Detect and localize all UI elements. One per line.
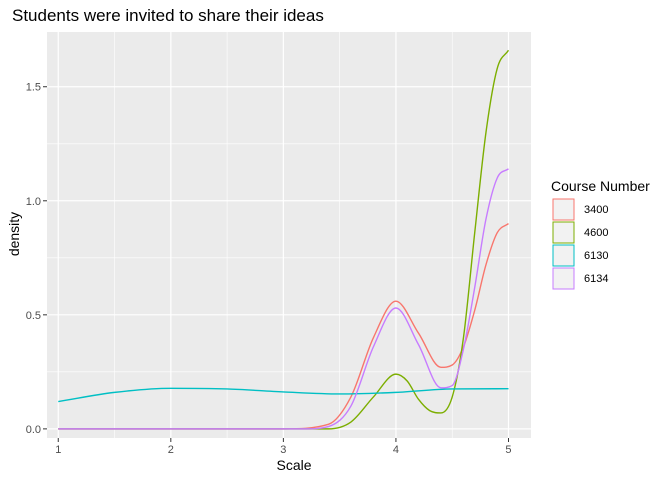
legend-label-4600: 4600 bbox=[584, 227, 608, 239]
legend-key-4600 bbox=[552, 221, 575, 244]
x-tick-label: 3 bbox=[280, 444, 286, 456]
legend-label-6134: 6134 bbox=[584, 273, 608, 285]
series-line-6130 bbox=[58, 387, 509, 403]
series-line-4600 bbox=[58, 49, 510, 430]
legend-key-6134 bbox=[552, 267, 575, 290]
series-line-6134 bbox=[58, 168, 509, 430]
legend-label-6130: 6130 bbox=[584, 250, 608, 262]
x-axis-title: Scale bbox=[276, 457, 311, 473]
x-tick-label: 4 bbox=[393, 444, 399, 456]
legend-key-6130 bbox=[552, 244, 575, 267]
y-tick-label: 0.5 bbox=[26, 310, 41, 322]
legend: Course Number 3400 4600 6130 6134 bbox=[551, 178, 650, 290]
y-tick-label: 0.0 bbox=[26, 424, 41, 436]
y-axis-title: density bbox=[6, 212, 22, 256]
x-tick-label: 2 bbox=[168, 444, 174, 456]
panel-background bbox=[47, 32, 531, 438]
y-tick-label: 1.5 bbox=[26, 82, 41, 94]
x-tick-label: 5 bbox=[505, 444, 511, 456]
plot-panel bbox=[47, 32, 531, 438]
x-tick-label: 1 bbox=[55, 444, 61, 456]
legend-key-3400 bbox=[552, 198, 575, 221]
chart-title: Students were invited to share their ide… bbox=[12, 6, 324, 25]
y-tick-label: 1.0 bbox=[26, 196, 41, 208]
legend-title: Course Number bbox=[551, 178, 650, 194]
legend-label-3400: 3400 bbox=[584, 204, 608, 216]
